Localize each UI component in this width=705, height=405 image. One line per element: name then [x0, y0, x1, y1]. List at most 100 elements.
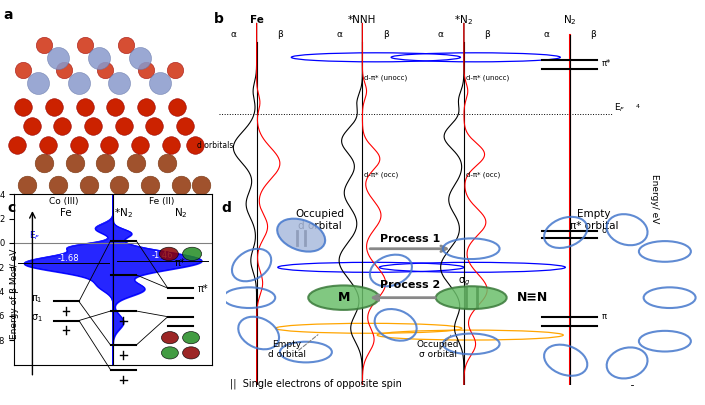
- Point: [12, 141, 23, 148]
- Text: Fe: Fe: [61, 208, 72, 218]
- Point: [171, 104, 183, 111]
- Point: [32, 79, 44, 86]
- Text: *N$_2$: *N$_2$: [455, 13, 473, 27]
- Point: [83, 182, 94, 188]
- Text: α: α: [231, 30, 236, 39]
- Text: N$_2$: N$_2$: [173, 206, 188, 220]
- Point: [149, 123, 160, 129]
- Point: [38, 160, 49, 166]
- Text: σ$_1$: σ$_1$: [31, 313, 42, 324]
- Point: [179, 123, 190, 129]
- Text: E$_F$: E$_F$: [614, 101, 625, 114]
- Point: [99, 67, 111, 73]
- Point: [79, 42, 90, 49]
- Ellipse shape: [161, 332, 178, 344]
- Text: Process 1: Process 1: [380, 234, 440, 244]
- Text: E$_F$: E$_F$: [29, 229, 40, 242]
- Ellipse shape: [159, 247, 178, 260]
- Point: [161, 160, 172, 166]
- Text: c: c: [7, 200, 16, 215]
- Text: Co (III): Co (III): [49, 197, 78, 206]
- Text: σ$_g$: σ$_g$: [458, 275, 470, 288]
- Point: [56, 123, 68, 129]
- Text: a: a: [3, 8, 13, 22]
- Text: ||  Single electrons of opposite spin: || Single electrons of opposite spin: [231, 378, 402, 388]
- Ellipse shape: [183, 347, 200, 359]
- Point: [42, 141, 54, 148]
- Text: Energy/ eV: Energy/ eV: [650, 174, 659, 223]
- Point: [130, 160, 142, 166]
- Text: (311): (311): [94, 202, 124, 212]
- Text: Occupied
σ orbital: Occupied σ orbital: [417, 340, 460, 360]
- Text: α: α: [438, 30, 443, 39]
- Text: Process 2: Process 2: [380, 280, 440, 290]
- Point: [104, 141, 115, 148]
- Text: β: β: [590, 30, 596, 39]
- Text: π*: π*: [175, 258, 186, 268]
- Point: [22, 182, 33, 188]
- Point: [53, 182, 63, 188]
- Point: [49, 104, 60, 111]
- Text: π*: π*: [601, 60, 611, 68]
- Text: σ: σ: [601, 226, 606, 235]
- Text: π*: π*: [197, 284, 208, 294]
- Ellipse shape: [161, 347, 178, 359]
- Text: *NNH: *NNH: [348, 15, 376, 26]
- Text: Fe: Fe: [250, 15, 264, 26]
- Point: [169, 67, 180, 73]
- Point: [18, 67, 29, 73]
- Point: [99, 160, 111, 166]
- Text: π$_1$: π$_1$: [31, 294, 42, 305]
- Point: [140, 104, 152, 111]
- Ellipse shape: [436, 286, 507, 309]
- Point: [120, 42, 131, 49]
- Point: [118, 123, 129, 129]
- Text: Empty
π* orbital: Empty π* orbital: [570, 209, 618, 231]
- Point: [73, 79, 85, 86]
- Point: [114, 79, 125, 86]
- Point: [38, 42, 49, 49]
- Text: Energy of β Mos/ eV: Energy of β Mos/ eV: [10, 249, 19, 339]
- Text: β: β: [277, 30, 283, 39]
- Text: -1.46: -1.46: [152, 251, 173, 260]
- Ellipse shape: [183, 332, 200, 344]
- Point: [114, 182, 125, 188]
- Text: α: α: [336, 30, 342, 39]
- Point: [69, 160, 80, 166]
- Ellipse shape: [183, 247, 202, 260]
- Point: [175, 182, 186, 188]
- Text: N≡N: N≡N: [517, 291, 548, 304]
- Text: Fe (II): Fe (II): [149, 197, 175, 206]
- Text: π: π: [601, 312, 606, 321]
- Point: [53, 55, 63, 61]
- Point: [145, 182, 156, 188]
- Text: β: β: [484, 30, 490, 39]
- Text: Occupied
d orbital: Occupied d orbital: [295, 209, 345, 231]
- Point: [26, 123, 37, 129]
- Text: α: α: [544, 30, 549, 39]
- Point: [73, 141, 85, 148]
- Text: b: b: [214, 12, 224, 26]
- Point: [18, 104, 29, 111]
- Point: [140, 67, 152, 73]
- Point: [196, 182, 207, 188]
- Point: [59, 67, 70, 73]
- Point: [155, 79, 166, 86]
- Text: d-π* (occ): d-π* (occ): [466, 172, 501, 179]
- Text: d-π* (occ): d-π* (occ): [364, 172, 399, 179]
- Point: [87, 123, 99, 129]
- Text: d orbitals: d orbitals: [197, 141, 234, 149]
- Point: [190, 141, 201, 148]
- Point: [79, 104, 90, 111]
- Point: [135, 55, 146, 61]
- Text: d-π* (unocc): d-π* (unocc): [364, 75, 407, 81]
- Point: [93, 55, 105, 61]
- Text: β: β: [383, 30, 388, 39]
- Text: M: M: [338, 291, 350, 304]
- Text: Empty
d orbital: Empty d orbital: [268, 340, 306, 360]
- Text: d-π* (unocc): d-π* (unocc): [466, 75, 509, 81]
- Text: d: d: [221, 200, 231, 215]
- Text: -1.68: -1.68: [58, 254, 79, 262]
- Ellipse shape: [308, 286, 379, 310]
- Point: [110, 104, 121, 111]
